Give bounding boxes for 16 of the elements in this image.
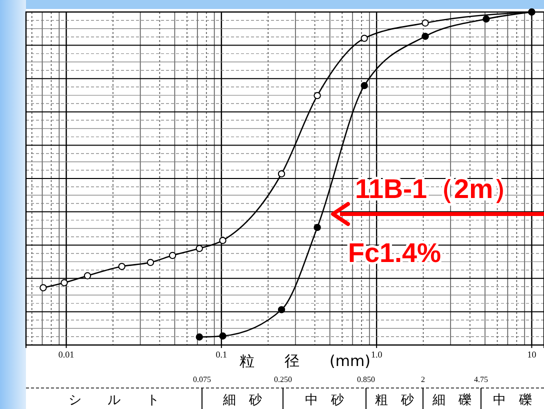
- text: 中 礫: [493, 393, 532, 408]
- text: シ ル ト: [68, 393, 160, 408]
- text: 0.850: [357, 375, 375, 384]
- text: 細 砂: [222, 393, 262, 408]
- x-axis-title: 粒 径 (mm): [240, 352, 370, 370]
- x-tick-label: 0.01: [58, 349, 74, 360]
- text: 細 礫: [432, 393, 472, 408]
- text: 中 砂: [305, 393, 344, 408]
- text: 粗 砂: [375, 393, 414, 408]
- x-tick-label: 10: [527, 349, 537, 360]
- x-tick-label: 0.1: [216, 349, 228, 360]
- text: 2: [421, 375, 425, 384]
- text: 4.75: [474, 375, 488, 384]
- text: 0.250: [274, 375, 292, 384]
- text: 0.075: [193, 375, 211, 384]
- x-tick-label: 1.0: [370, 349, 383, 360]
